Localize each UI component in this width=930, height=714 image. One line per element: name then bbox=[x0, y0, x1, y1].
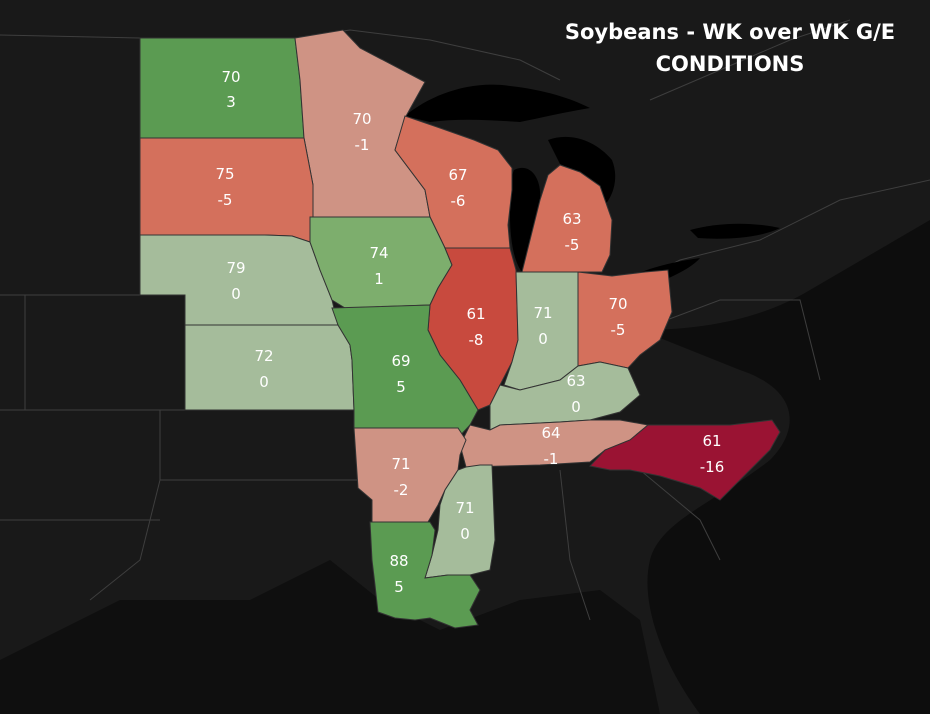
state-shape-kansas[interactable] bbox=[184, 324, 355, 411]
states-layer bbox=[139, 29, 781, 629]
value-label-tennessee: 64 bbox=[541, 424, 560, 442]
border-line bbox=[649, 19, 851, 101]
change-label-mississippi: 0 bbox=[460, 525, 470, 543]
change-label-wisconsin: -6 bbox=[451, 192, 466, 210]
change-label-iowa: 1 bbox=[374, 270, 384, 288]
state-shape-louisiana[interactable] bbox=[369, 521, 481, 629]
border-line bbox=[559, 469, 591, 621]
state-shape-south-dakota[interactable] bbox=[139, 137, 314, 243]
value-label-iowa: 74 bbox=[369, 244, 388, 262]
change-label-minnesota: -1 bbox=[355, 136, 370, 154]
border-line bbox=[639, 299, 821, 381]
value-label-mississippi: 71 bbox=[455, 499, 474, 517]
map-title: Soybeans - WK over WK G/E CONDITIONS bbox=[520, 16, 930, 80]
atlantic-ocean bbox=[640, 220, 930, 714]
value-label-michigan: 63 bbox=[562, 210, 581, 228]
border-line bbox=[639, 469, 721, 561]
border-line bbox=[0, 34, 141, 39]
value-label-north-dakota: 70 bbox=[221, 68, 240, 86]
value-label-indiana: 71 bbox=[533, 304, 552, 322]
map-title-line-2: CONDITIONS bbox=[655, 52, 805, 76]
change-label-arkansas: -2 bbox=[394, 481, 409, 499]
lake-superior bbox=[405, 84, 590, 122]
state-shape-north-dakota[interactable] bbox=[139, 37, 305, 139]
border-line bbox=[89, 479, 161, 601]
state-shape-arkansas[interactable] bbox=[353, 427, 467, 523]
gulf-of-mexico bbox=[0, 560, 660, 714]
change-label-north-carolina: -16 bbox=[700, 458, 725, 476]
state-shape-iowa[interactable] bbox=[309, 216, 453, 309]
value-label-wisconsin: 67 bbox=[448, 166, 467, 184]
value-label-kansas: 72 bbox=[254, 347, 273, 365]
value-label-ohio: 70 bbox=[608, 295, 627, 313]
value-label-louisiana: 88 bbox=[389, 552, 408, 570]
change-label-north-dakota: 3 bbox=[226, 93, 236, 111]
lake-michigan bbox=[510, 167, 541, 272]
change-label-indiana: 0 bbox=[538, 330, 548, 348]
value-label-north-carolina: 61 bbox=[702, 432, 721, 450]
value-label-missouri: 69 bbox=[391, 352, 410, 370]
value-label-south-dakota: 75 bbox=[215, 165, 234, 183]
change-label-missouri: 5 bbox=[396, 378, 406, 396]
change-label-kansas: 0 bbox=[259, 373, 269, 391]
change-label-michigan: -5 bbox=[565, 236, 580, 254]
change-label-south-dakota: -5 bbox=[218, 191, 233, 209]
change-label-illinois: -8 bbox=[469, 331, 484, 349]
value-label-illinois: 61 bbox=[466, 305, 485, 323]
state-shape-michigan[interactable] bbox=[521, 164, 613, 273]
change-label-nebraska: 0 bbox=[231, 285, 241, 303]
background-borders bbox=[0, 19, 930, 621]
map-title-line-1: Soybeans - WK over WK G/E bbox=[564, 20, 896, 44]
lake-ontario bbox=[690, 223, 780, 239]
value-label-arkansas: 71 bbox=[391, 455, 410, 473]
change-label-tennessee: -1 bbox=[544, 450, 559, 468]
value-label-minnesota: 70 bbox=[352, 110, 371, 128]
change-label-ohio: -5 bbox=[611, 321, 626, 339]
value-label-nebraska: 79 bbox=[226, 259, 245, 277]
change-label-kentucky: 0 bbox=[571, 398, 581, 416]
labels-layer: 70 3 70 -1 75 -5 67 -6 63 -5 79 0 74 1 6… bbox=[215, 68, 724, 596]
value-label-kentucky: 63 bbox=[566, 372, 585, 390]
state-shape-north-carolina[interactable] bbox=[589, 419, 781, 501]
change-label-louisiana: 5 bbox=[394, 578, 404, 596]
